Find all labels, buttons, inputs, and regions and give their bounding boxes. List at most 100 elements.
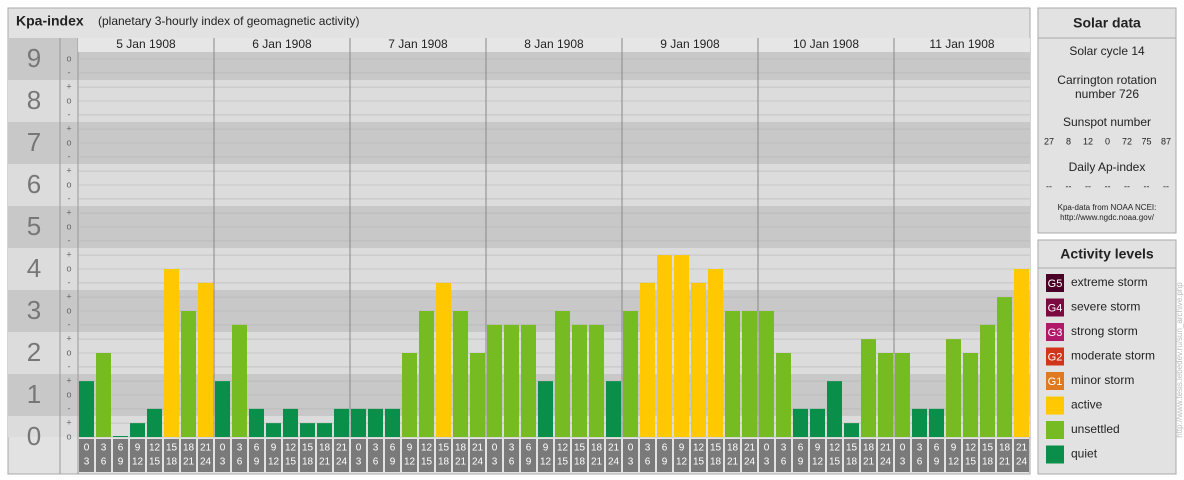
bar	[844, 423, 859, 437]
x-tick-label: 18	[302, 457, 314, 468]
x-tick-label: 15	[965, 457, 977, 468]
bar	[572, 324, 587, 437]
bar	[113, 436, 128, 437]
x-tick-label: 0	[356, 443, 362, 454]
hour-box	[589, 439, 604, 472]
hour-box	[946, 439, 961, 472]
hour-box	[759, 439, 774, 472]
legend-swatch	[1046, 396, 1064, 415]
hour-box	[402, 439, 417, 472]
x-tick-label: 21	[727, 457, 739, 468]
legend-label: active	[1071, 398, 1103, 412]
x-tick-label: 18	[863, 443, 875, 454]
y-minor-tick-label: o	[66, 263, 71, 273]
ap-value: --	[1046, 181, 1052, 191]
bar	[861, 339, 876, 437]
bar	[470, 353, 485, 437]
bar	[589, 324, 604, 437]
x-tick-label: 6	[526, 443, 532, 454]
x-tick-label: 3	[220, 457, 226, 468]
y-tick-label: 0	[27, 421, 41, 451]
bar	[793, 408, 808, 437]
hour-box	[198, 439, 213, 472]
x-tick-label: 12	[557, 443, 569, 454]
y-minor-tick-label: -	[68, 235, 71, 245]
hour-box	[895, 439, 910, 472]
x-tick-label: 18	[982, 457, 994, 468]
x-tick-label: 12	[540, 457, 552, 468]
x-tick-label: 21	[880, 443, 892, 454]
x-tick-label: 3	[373, 443, 379, 454]
x-tick-label: 24	[608, 457, 620, 468]
bar	[232, 324, 247, 437]
hour-box	[606, 439, 621, 472]
bar	[521, 324, 536, 437]
x-tick-label: 9	[135, 443, 141, 454]
bar	[266, 423, 281, 437]
ap-value: --	[1144, 181, 1150, 191]
bar	[997, 297, 1012, 437]
bar	[368, 408, 383, 437]
sunspot-number: 72	[1122, 136, 1132, 146]
day-label: 11 Jan 1908	[929, 37, 994, 51]
y-minor-tick-label: +	[66, 333, 71, 343]
x-tick-label: 6	[798, 443, 804, 454]
x-tick-label: 24	[200, 457, 212, 468]
hour-box	[657, 439, 672, 472]
hour-box	[878, 439, 893, 472]
x-tick-label: 18	[183, 443, 195, 454]
hour-box	[504, 439, 519, 472]
bar	[1014, 269, 1029, 437]
x-tick-label: 9	[679, 443, 685, 454]
hour-box	[317, 439, 332, 472]
x-tick-label: 6	[509, 457, 515, 468]
hour-box	[572, 439, 587, 472]
chart-title: Kpa-index	[16, 13, 84, 29]
x-tick-label: 9	[815, 443, 821, 454]
hour-box	[861, 439, 876, 472]
bar	[980, 324, 995, 437]
hour-box	[844, 439, 859, 472]
x-tick-label: 18	[438, 457, 450, 468]
bar	[538, 381, 553, 437]
bar	[623, 311, 638, 437]
x-tick-label: 9	[798, 457, 804, 468]
x-tick-label: 15	[166, 443, 178, 454]
y-minor-tick-label: o	[66, 179, 71, 189]
bar	[249, 408, 264, 437]
bar	[929, 408, 944, 437]
hour-box	[521, 439, 536, 472]
bar	[674, 255, 689, 437]
hour-box	[351, 439, 366, 472]
x-tick-label: 15	[846, 443, 858, 454]
hour-box	[827, 439, 842, 472]
y-tick-label: 2	[27, 337, 41, 367]
hour-box	[79, 439, 94, 472]
legend-swatch	[1046, 298, 1064, 317]
x-tick-label: 6	[237, 457, 243, 468]
y-minor-tick-label: +	[66, 123, 71, 133]
x-tick-label: 12	[693, 443, 705, 454]
x-tick-label: 15	[693, 457, 705, 468]
bar	[215, 381, 230, 437]
x-tick-label: 3	[645, 443, 651, 454]
bar	[725, 311, 740, 437]
x-tick-label: 3	[917, 443, 923, 454]
x-tick-label: 18	[319, 443, 331, 454]
bar	[317, 423, 332, 437]
legend-swatch	[1046, 274, 1064, 292]
y-minor-tick-label: -	[68, 277, 71, 287]
x-tick-label: 9	[271, 443, 277, 454]
y-minor-tick-label: o	[66, 347, 71, 357]
bar	[606, 381, 621, 437]
sunspot-number: 75	[1141, 136, 1151, 146]
x-tick-label: 0	[628, 443, 634, 454]
hour-box	[810, 439, 825, 472]
bar	[198, 282, 213, 437]
y-tick-label: 1	[27, 379, 41, 409]
x-tick-label: 18	[166, 457, 178, 468]
hour-box	[623, 439, 638, 472]
bar	[946, 339, 961, 437]
hour-box	[997, 439, 1012, 472]
y-tick-label: 5	[27, 211, 41, 241]
